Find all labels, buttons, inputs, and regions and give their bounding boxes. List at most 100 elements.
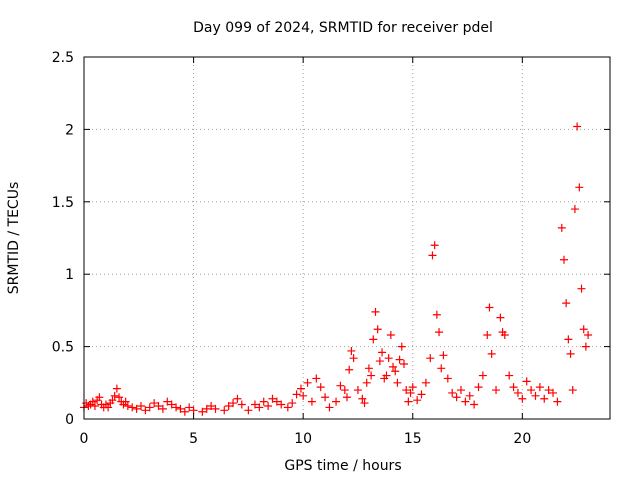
data-point — [364, 364, 373, 373]
grid — [84, 57, 610, 419]
data-point — [474, 383, 483, 392]
data-points — [80, 122, 593, 416]
data-point — [413, 396, 422, 405]
data-point — [369, 335, 378, 344]
y-tick-label: 1.5 — [52, 195, 74, 211]
axis-ticks — [83, 56, 610, 420]
data-point — [250, 400, 259, 409]
data-point — [478, 371, 487, 380]
data-point — [283, 403, 292, 412]
data-point — [211, 404, 220, 413]
data-point — [362, 378, 371, 387]
data-point — [439, 351, 448, 360]
data-point — [487, 349, 496, 358]
data-point — [172, 403, 181, 412]
data-point — [136, 401, 145, 410]
data-point — [312, 374, 321, 383]
y-axis-label: SRMTID / TECUs — [6, 182, 22, 295]
data-point — [88, 397, 97, 406]
data-point — [325, 403, 334, 412]
data-point — [483, 331, 492, 340]
data-point — [123, 401, 132, 410]
data-point — [461, 397, 470, 406]
data-point — [259, 397, 268, 406]
data-point — [343, 393, 351, 402]
data-point — [316, 383, 325, 392]
data-point — [292, 390, 301, 399]
data-point — [421, 378, 430, 387]
y-tick-label: 2.5 — [52, 50, 74, 66]
data-point — [509, 383, 518, 392]
data-point — [150, 399, 159, 408]
data-point — [432, 310, 441, 319]
data-point — [382, 371, 391, 380]
data-point — [492, 386, 501, 395]
tick-labels: 0 5 10 15 20 0 0.5 1 1.5 2 2.5 — [52, 50, 532, 447]
data-point — [340, 386, 349, 395]
data-point — [391, 367, 400, 376]
data-point — [360, 399, 369, 408]
data-point — [233, 394, 242, 403]
data-point — [485, 303, 494, 312]
data-point — [584, 331, 593, 340]
data-point — [435, 328, 444, 337]
data-point — [272, 397, 281, 406]
data-point — [345, 365, 354, 374]
plot-frame — [83, 56, 611, 420]
data-point — [496, 313, 505, 322]
data-point — [347, 346, 356, 355]
data-point — [176, 404, 185, 413]
data-point — [417, 390, 426, 399]
data-point — [112, 384, 121, 393]
data-point — [443, 374, 452, 383]
data-point — [513, 388, 522, 397]
data-point — [145, 403, 154, 412]
data-point — [229, 399, 238, 408]
data-point — [527, 386, 536, 395]
data-point — [299, 391, 308, 400]
data-point — [198, 407, 207, 416]
data-point — [404, 397, 413, 406]
data-point — [367, 371, 376, 380]
y-tick-label: 2 — [65, 122, 74, 138]
data-point — [577, 284, 586, 293]
data-point — [564, 335, 573, 344]
data-point — [456, 386, 465, 395]
data-point — [395, 355, 404, 364]
data-point — [371, 307, 380, 316]
data-point — [132, 404, 141, 413]
data-point — [384, 354, 393, 363]
data-point — [189, 406, 198, 415]
data-point — [307, 397, 316, 406]
data-point — [393, 378, 402, 387]
data-point — [373, 325, 382, 334]
data-point — [167, 400, 176, 409]
data-point — [408, 383, 417, 392]
data-point — [163, 397, 172, 406]
data-point — [121, 397, 130, 406]
data-point — [180, 407, 189, 416]
data-point — [399, 359, 408, 368]
data-point — [128, 403, 137, 412]
data-point — [452, 393, 461, 402]
data-point — [141, 406, 150, 415]
data-point — [185, 403, 194, 412]
data-point — [303, 378, 312, 387]
data-point — [402, 386, 411, 395]
data-point — [358, 394, 367, 403]
data-point — [207, 401, 216, 410]
data-point — [531, 391, 540, 400]
data-point — [237, 400, 246, 409]
data-point — [428, 251, 437, 260]
data-point — [535, 383, 544, 392]
data-point — [378, 348, 387, 357]
data-point — [566, 349, 575, 358]
data-point — [353, 386, 362, 395]
data-point — [90, 401, 99, 410]
data-point — [224, 401, 233, 410]
data-point — [568, 386, 577, 395]
data-point — [581, 342, 590, 351]
x-tick-label: 15 — [404, 431, 422, 447]
data-point — [375, 357, 384, 366]
